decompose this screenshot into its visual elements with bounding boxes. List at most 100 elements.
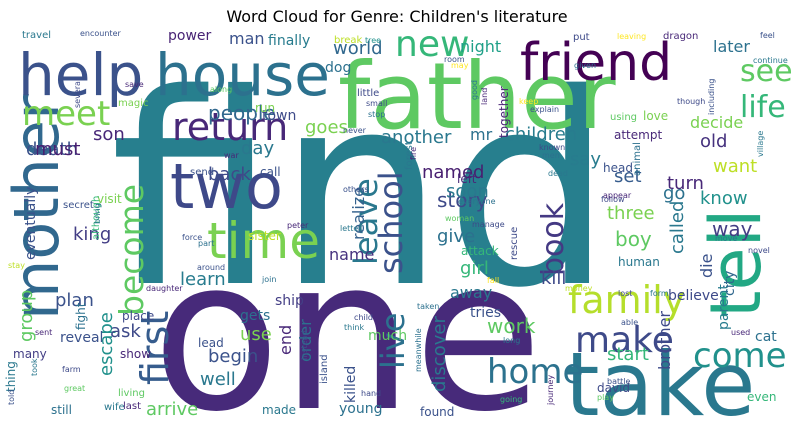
word-cat: cat <box>755 329 777 345</box>
word-say: say <box>570 149 601 170</box>
word-meet: meet <box>22 94 110 134</box>
word-later: later <box>713 37 750 56</box>
word-attempt: attempt <box>614 128 662 142</box>
word-king: king <box>73 224 111 245</box>
word-animal: animal <box>632 142 643 176</box>
word-know: know <box>700 188 748 209</box>
word-using: using <box>610 112 637 123</box>
word-believe: believe <box>668 288 719 304</box>
word-others: others <box>343 185 368 194</box>
chart-title: Word Cloud for Genre: Children's literat… <box>226 7 568 26</box>
word-island: island <box>319 354 330 384</box>
word-another: another <box>381 127 452 148</box>
word-reveal: reveal <box>60 330 103 346</box>
word-dragon: dragon <box>663 31 698 42</box>
word-children: children <box>505 124 577 145</box>
word-stay: stay <box>8 261 25 270</box>
word-named: named <box>422 162 484 183</box>
word-return: return <box>172 105 288 149</box>
word-end: end <box>276 325 295 355</box>
word-form: form <box>650 289 669 298</box>
word-night: night <box>460 37 501 56</box>
word-money: money <box>565 284 593 293</box>
word-men: men <box>542 151 560 160</box>
word-life: life <box>740 90 786 125</box>
word-world: world <box>333 38 383 59</box>
word-known: known <box>539 143 565 152</box>
word-three: three <box>607 203 655 224</box>
word-one: one <box>152 213 543 429</box>
word-sister: sister <box>248 229 281 243</box>
word-play: play <box>597 393 614 402</box>
word-way: way <box>712 217 753 241</box>
word-continue: continue <box>753 56 788 65</box>
word-go: go <box>663 183 685 204</box>
word-city: city <box>722 271 738 296</box>
word-force: force <box>182 233 202 242</box>
word-woman: woman <box>445 214 474 223</box>
word-appear: appear <box>603 191 632 200</box>
word-move: move <box>715 234 737 243</box>
word-manage: manage <box>472 220 505 229</box>
word-everyone: everyone <box>458 197 496 206</box>
word-day: day <box>241 138 274 159</box>
word-peter: peter <box>287 221 309 230</box>
word-letter: letter <box>340 224 362 233</box>
word-boy: boy <box>615 227 652 251</box>
word-novel: novel <box>748 246 770 255</box>
word-begin: begin <box>208 346 258 367</box>
word-live: live <box>374 313 412 369</box>
word-even: even <box>747 390 776 404</box>
word-die: die <box>697 254 716 278</box>
word-order: order <box>296 319 315 362</box>
word-mother: mother <box>0 94 73 320</box>
word-see: see <box>740 54 793 89</box>
word-house: house <box>155 41 330 109</box>
word-save: save <box>125 80 144 89</box>
word-explain: explain <box>530 105 559 114</box>
word-village: village <box>756 131 765 157</box>
word-find: find <box>110 38 613 346</box>
word-must: must <box>35 139 80 160</box>
word-including: including <box>707 79 716 115</box>
word-farm: farm <box>62 365 81 374</box>
word-child: child <box>354 313 373 322</box>
word-put: put <box>573 32 590 43</box>
word-goes: goes <box>305 117 348 138</box>
word-place: place <box>122 309 154 323</box>
word-set: set <box>614 166 642 187</box>
word-forest: forest <box>404 141 415 170</box>
word-story: story <box>437 188 488 212</box>
word-people: people <box>208 101 276 125</box>
word-tell: tell <box>695 209 777 318</box>
word-book: book <box>536 202 571 276</box>
word-follow: follow <box>601 195 625 204</box>
word-work: work <box>487 314 536 338</box>
word-although: although <box>91 196 102 240</box>
word-bring: bring <box>93 203 102 224</box>
word-eventually: eventually <box>23 187 39 260</box>
word-sent: sent <box>35 328 52 337</box>
word-decide: decide <box>690 113 743 132</box>
word-living: living <box>118 388 145 399</box>
word-make: make <box>575 320 674 361</box>
word-two: two <box>170 150 283 223</box>
word-dog: dog <box>325 60 351 76</box>
word-stop: stop <box>368 110 385 119</box>
word-well: well <box>200 369 236 390</box>
word-ask: ask <box>110 321 141 342</box>
word-found: found <box>420 405 454 419</box>
word-fire: fire <box>409 147 418 160</box>
word-lost: lost <box>618 289 632 298</box>
word-give: give <box>437 226 475 247</box>
word-gets: gets <box>240 308 270 324</box>
word-brother: brother <box>655 311 674 370</box>
word-taken: taken <box>417 302 439 311</box>
word-able: able <box>621 318 638 327</box>
word-left: left <box>457 172 477 186</box>
word-kill: kill <box>541 268 566 289</box>
word-old: old <box>700 131 727 152</box>
word-given: given <box>574 61 596 70</box>
word-thing: thing <box>4 361 18 392</box>
word-name: name <box>329 245 374 264</box>
